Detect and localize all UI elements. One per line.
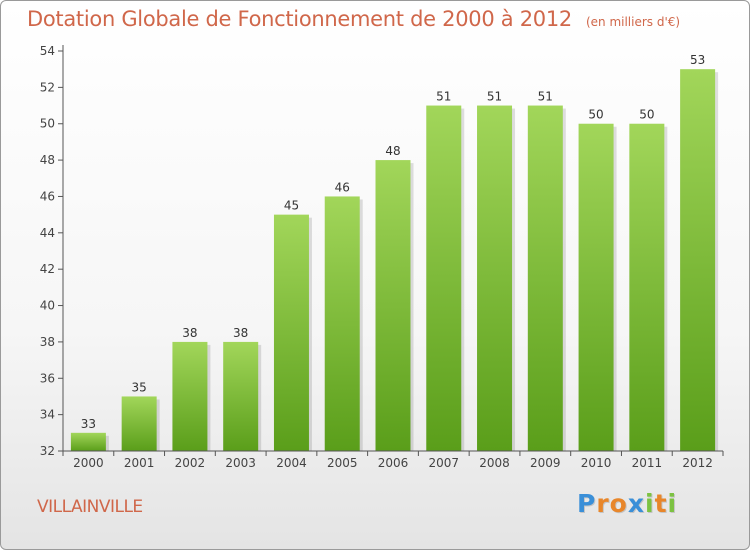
chart-subtitle: (en milliers d'€) — [585, 15, 681, 29]
data-label: 50 — [639, 108, 654, 122]
y-tick-label: 32 — [40, 444, 55, 458]
bar-2010 — [578, 123, 614, 452]
logo-letter: i — [645, 489, 655, 518]
bar-2012 — [680, 69, 716, 451]
data-label: 46 — [335, 180, 350, 194]
data-label: 50 — [588, 108, 603, 122]
y-tick-label: 50 — [40, 117, 55, 131]
x-tick-label: 2009 — [530, 456, 561, 470]
data-label: 51 — [436, 90, 451, 104]
data-label: 51 — [538, 90, 553, 104]
bar-2009 — [527, 105, 563, 451]
x-tick-label: 2001 — [124, 456, 155, 470]
logo-letter: P — [577, 489, 597, 518]
data-label: 53 — [690, 53, 705, 67]
data-label: 51 — [487, 90, 502, 104]
y-tick-label: 38 — [40, 335, 55, 349]
x-tick-label: 2002 — [175, 456, 206, 470]
y-tick-label: 48 — [40, 153, 55, 167]
logo-letter: o — [609, 489, 628, 518]
x-tick-label: 2008 — [479, 456, 510, 470]
bar-2004 — [273, 214, 309, 451]
y-tick-label: 52 — [40, 80, 55, 94]
commune-name: VILLAINVILLE — [37, 497, 143, 517]
y-tick-label: 40 — [40, 299, 55, 313]
x-axis: 2000 2001 2002 2003 2004 2005 2006 2007 2008 2009… — [62, 450, 724, 470]
x-tick-label: 2011 — [632, 456, 663, 470]
bar-2005 — [324, 196, 360, 451]
y-tick-label: 34 — [40, 408, 55, 422]
logo-letter: r — [596, 489, 610, 518]
logo-letter: i — [667, 489, 678, 518]
x-tick-label: 2000 — [73, 456, 104, 470]
bar-2007 — [426, 105, 462, 451]
y-tick-label: 46 — [40, 189, 55, 203]
bar-2006 — [375, 160, 411, 451]
x-tick-label: 2003 — [225, 456, 256, 470]
logo-letter: x — [627, 489, 645, 518]
y-tick-label: 36 — [40, 371, 55, 385]
data-label: 33 — [81, 417, 96, 431]
x-tick-label: 2010 — [581, 456, 612, 470]
y-tick-label: 54 — [40, 44, 55, 58]
bar-2001 — [121, 396, 157, 451]
data-label: 38 — [182, 326, 197, 340]
data-label: 48 — [385, 144, 400, 158]
x-tick-label: 2012 — [682, 456, 713, 470]
x-tick-label: 2004 — [276, 456, 307, 470]
bar-2000 — [70, 432, 106, 451]
bar-2002 — [172, 341, 208, 451]
y-tick-label: 44 — [40, 226, 55, 240]
bar-2008 — [477, 105, 513, 451]
logo-letter: t — [654, 489, 668, 518]
x-tick-label: 2005 — [327, 456, 358, 470]
x-tick-label: 2006 — [378, 456, 409, 470]
bar-2003 — [223, 341, 259, 451]
y-axis: 32 34 36 38 40 42 44 46 48 50 52 54 — [40, 44, 64, 458]
data-label: 38 — [233, 326, 248, 340]
proxiti-logo[interactable]: Proxiti — [577, 489, 677, 518]
y-tick-label: 42 — [40, 262, 55, 276]
chart-title-text: Dotation Globale de Fonctionnement de 20… — [27, 7, 572, 31]
bars: 33 35 38 38 45 46 48 51 51 51 50 50 53 — [70, 53, 719, 452]
x-tick-label: 2007 — [428, 456, 459, 470]
bar-2011 — [629, 123, 665, 452]
chart-title: Dotation Globale de Fonctionnement de 20… — [27, 7, 680, 31]
data-label: 45 — [284, 199, 299, 213]
data-label: 35 — [132, 380, 147, 394]
